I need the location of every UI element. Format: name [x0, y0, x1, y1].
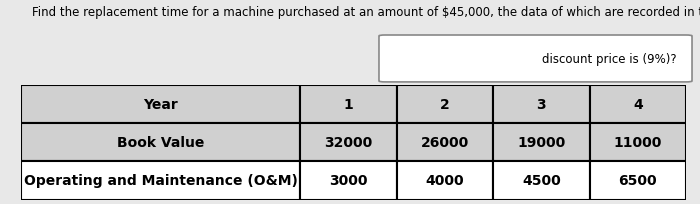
- Bar: [493, 86, 589, 123]
- Bar: [493, 161, 589, 200]
- Text: Operating and Maintenance (O&M): Operating and Maintenance (O&M): [24, 174, 298, 187]
- Text: 1: 1: [344, 98, 354, 112]
- Text: 3000: 3000: [329, 174, 368, 187]
- Text: 6500: 6500: [619, 174, 657, 187]
- Bar: [493, 123, 589, 161]
- Text: Find the replacement time for a machine purchased at an amount of $45,000, the d: Find the replacement time for a machine …: [32, 6, 700, 19]
- Text: 19000: 19000: [517, 135, 566, 149]
- Bar: [21, 161, 300, 200]
- Text: 4000: 4000: [426, 174, 464, 187]
- Bar: [21, 123, 300, 161]
- Bar: [397, 86, 493, 123]
- Text: 26000: 26000: [421, 135, 469, 149]
- Text: 11000: 11000: [614, 135, 662, 149]
- Bar: [589, 161, 686, 200]
- Bar: [300, 161, 397, 200]
- Bar: [21, 86, 300, 123]
- Text: 4: 4: [633, 98, 643, 112]
- Text: 32000: 32000: [324, 135, 372, 149]
- FancyBboxPatch shape: [379, 36, 692, 82]
- Bar: [397, 161, 493, 200]
- Text: discount price is (9%)?: discount price is (9%)?: [542, 53, 677, 66]
- Text: Year: Year: [144, 98, 178, 112]
- Text: Book Value: Book Value: [117, 135, 204, 149]
- Bar: [589, 86, 686, 123]
- Bar: [589, 123, 686, 161]
- Text: 4500: 4500: [522, 174, 561, 187]
- Bar: [300, 123, 397, 161]
- Bar: [300, 86, 397, 123]
- Text: 2: 2: [440, 98, 450, 112]
- Text: 3: 3: [536, 98, 546, 112]
- Bar: [397, 123, 493, 161]
